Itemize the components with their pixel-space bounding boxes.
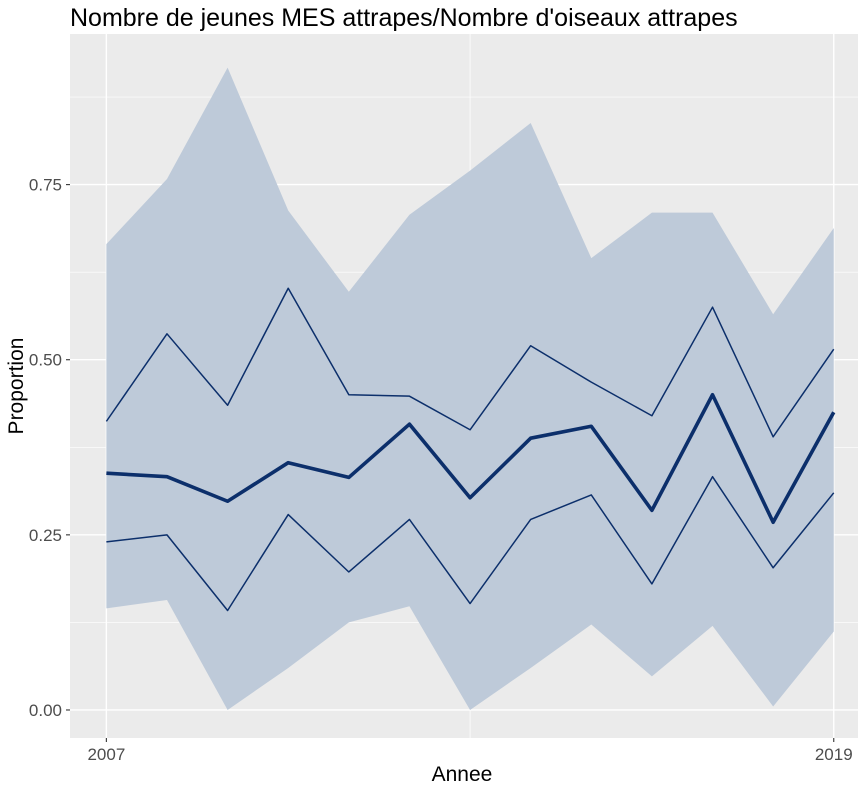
y-tick-label: 0.50 — [29, 351, 62, 370]
x-axis-title: Annee — [432, 763, 493, 786]
mean-line — [106, 392, 836, 525]
upper-line — [105, 287, 835, 438]
confidence-ribbon — [106, 67, 834, 710]
y-axis: 0.00 0.25 0.50 0.75 — [29, 176, 70, 720]
y-tick-label: 0.25 — [29, 526, 62, 545]
x-axis: 2007 2019 — [87, 738, 853, 764]
x-tick-label: 2007 — [87, 745, 125, 764]
y-tick-label: 0.00 — [29, 701, 62, 720]
lower-line — [106, 475, 835, 612]
chart-title: Nombre de jeunes MES attrapes/Nombre d'o… — [70, 4, 738, 32]
x-tick-label: 2019 — [815, 745, 853, 764]
y-axis-title: Proportion — [5, 338, 28, 435]
y-tick-label: 0.75 — [29, 176, 62, 195]
series-layer — [105, 67, 836, 710]
